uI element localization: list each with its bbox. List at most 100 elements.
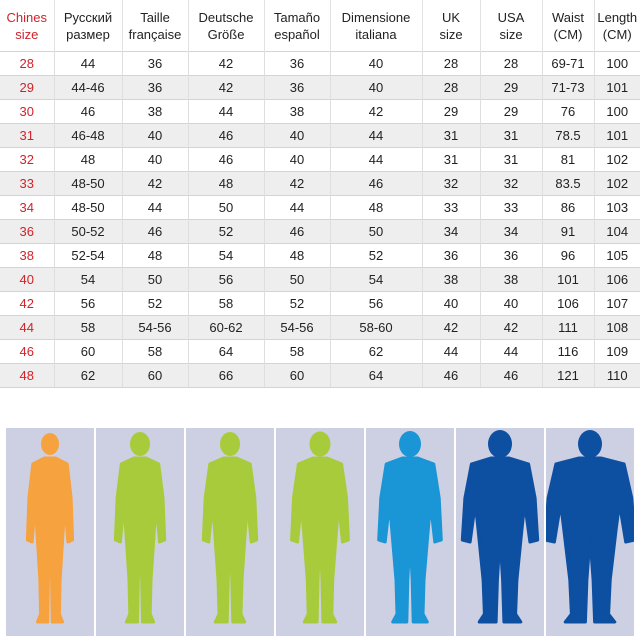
header-line: UK (441, 9, 461, 25)
torso-shape (377, 456, 443, 624)
head-shape (488, 430, 512, 458)
spanish-size-cell: 40 (264, 123, 331, 148)
table-row: 42 56 52 58 52 56 40 40 106 107 (0, 291, 640, 316)
body-silhouette-icon (113, 432, 167, 624)
body-silhouette-icon (25, 433, 75, 624)
italian-size-cell: 40 (330, 75, 423, 100)
russian-size-cell: 54 (54, 267, 123, 292)
size-chart-table: Chines size Русский размер Taille française De… (0, 0, 640, 388)
head-shape (41, 433, 59, 455)
chinese-size-cell: 42 (0, 291, 55, 316)
spanish-size-cell: 42 (264, 171, 331, 196)
german-size-cell: 64 (188, 339, 265, 364)
length-cm-cell: 105 (594, 243, 640, 268)
table-row: 46 60 58 64 58 62 44 44 116 109 (0, 339, 640, 364)
header-line: (CM) (553, 26, 583, 42)
italian-size-header: Dimensione italiana (330, 0, 423, 52)
body-silhouette-icon (290, 431, 350, 624)
waist-cm-cell: 96 (542, 243, 595, 268)
waist-cm-cell: 86 (542, 195, 595, 220)
german-size-cell: 56 (188, 267, 265, 292)
waist-cm-header: Waist (CM) (542, 0, 595, 52)
length-cm-cell: 103 (594, 195, 640, 220)
usa-size-cell: 34 (480, 219, 543, 244)
head-shape (220, 432, 240, 456)
table-row: 29 44-46 36 42 36 40 28 29 71-73 101 (0, 75, 640, 100)
body-silhouette-icon (201, 432, 259, 624)
usa-size-cell: 44 (480, 339, 543, 364)
body-silhouette-icon (460, 430, 540, 624)
length-cm-cell: 104 (594, 219, 640, 244)
usa-size-cell: 31 (480, 147, 543, 172)
table-row: 48 62 60 66 60 64 46 46 121 110 (0, 363, 640, 388)
head-shape (578, 430, 602, 458)
german-size-cell: 44 (188, 99, 265, 124)
header-line: Chines (6, 9, 47, 25)
russian-size-cell: 48-50 (54, 171, 123, 196)
uk-size-cell: 42 (422, 315, 481, 340)
french-size-cell: 48 (122, 243, 189, 268)
italian-size-cell: 50 (330, 219, 423, 244)
italian-size-cell: 62 (330, 339, 423, 364)
length-cm-cell: 109 (594, 339, 640, 364)
chinese-size-cell: 48 (0, 363, 55, 388)
french-size-cell: 54-56 (122, 315, 189, 340)
german-size-cell: 46 (188, 123, 265, 148)
russian-size-cell: 48 (54, 147, 123, 172)
spanish-size-cell: 48 (264, 243, 331, 268)
header-line: Taille (140, 9, 170, 25)
usa-size-header: USA size (480, 0, 543, 52)
russian-size-cell: 44-46 (54, 75, 123, 100)
body-silhouette-icon (377, 431, 443, 624)
header-line: Tamaño (273, 9, 321, 25)
french-size-cell: 44 (122, 195, 189, 220)
french-size-cell: 40 (122, 147, 189, 172)
torso-shape (460, 456, 540, 624)
header-line: Length (597, 9, 638, 25)
spanish-size-cell: 36 (264, 51, 331, 76)
length-cm-cell: 101 (594, 75, 640, 100)
figure-panel (186, 428, 276, 636)
figure-panel (366, 428, 456, 636)
header-line: Русский (63, 9, 113, 25)
german-size-cell: 50 (188, 195, 265, 220)
table-row: 32 48 40 46 40 44 31 31 81 102 (0, 147, 640, 172)
usa-size-cell: 38 (480, 267, 543, 292)
figure-panel (456, 428, 546, 636)
uk-size-cell: 31 (422, 147, 481, 172)
chinese-size-cell: 28 (0, 51, 55, 76)
uk-size-cell: 38 (422, 267, 481, 292)
italian-size-cell: 54 (330, 267, 423, 292)
chinese-size-cell: 36 (0, 219, 55, 244)
usa-size-cell: 31 (480, 123, 543, 148)
chinese-size-cell: 46 (0, 339, 55, 364)
chinese-size-cell: 34 (0, 195, 55, 220)
length-cm-cell: 106 (594, 267, 640, 292)
russian-size-cell: 46 (54, 99, 123, 124)
waist-cm-cell: 83.5 (542, 171, 595, 196)
body-type-figures (6, 428, 634, 636)
usa-size-cell: 33 (480, 195, 543, 220)
spanish-size-cell: 50 (264, 267, 331, 292)
waist-cm-cell: 121 (542, 363, 595, 388)
chinese-size-cell: 44 (0, 315, 55, 340)
length-cm-cell: 100 (594, 99, 640, 124)
chinese-size-cell: 40 (0, 267, 55, 292)
figure-panel (546, 428, 634, 636)
french-size-cell: 60 (122, 363, 189, 388)
uk-size-cell: 32 (422, 171, 481, 196)
header-line: español (274, 26, 320, 42)
german-size-cell: 66 (188, 363, 265, 388)
body-silhouette-icon (546, 430, 634, 624)
usa-size-cell: 29 (480, 75, 543, 100)
italian-size-cell: 64 (330, 363, 423, 388)
russian-size-cell: 48-50 (54, 195, 123, 220)
waist-cm-cell: 101 (542, 267, 595, 292)
uk-size-header: UK size (422, 0, 481, 52)
length-cm-cell: 107 (594, 291, 640, 316)
french-size-cell: 42 (122, 171, 189, 196)
chinese-size-cell: 29 (0, 75, 55, 100)
french-size-cell: 38 (122, 99, 189, 124)
german-size-cell: 60-62 (188, 315, 265, 340)
chinese-size-cell: 38 (0, 243, 55, 268)
